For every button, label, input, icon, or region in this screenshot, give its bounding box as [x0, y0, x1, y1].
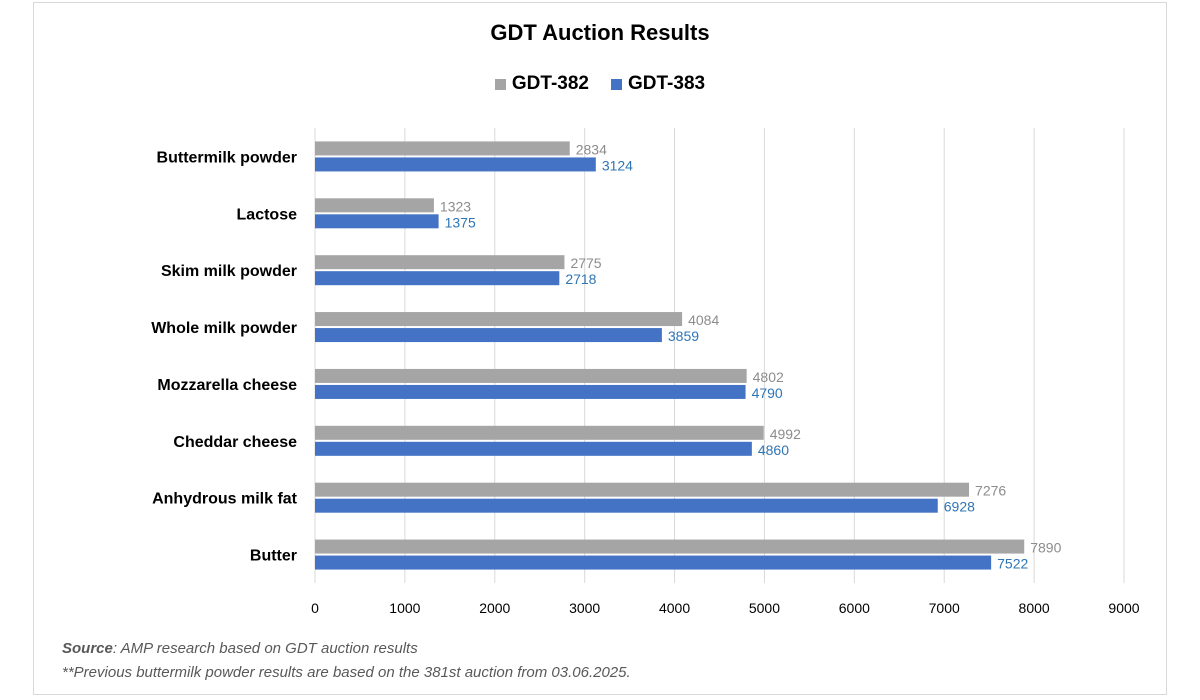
data-label-gdt-383-anhydrous-milk-fat: 6928 [944, 499, 975, 515]
bar-gdt-383-skim-milk-powder [315, 271, 560, 286]
data-label-gdt-383-cheddar-cheese: 4860 [758, 442, 789, 458]
category-label-buttermilk-powder: Buttermilk powder [157, 149, 297, 166]
source-label: Source [62, 640, 113, 657]
legend-label-gdt-382: GDT-382 [511, 73, 589, 94]
category-label-skim-milk-powder: Skim milk powder [161, 263, 297, 280]
previous-results-note: **Previous buttermilk powder results are… [62, 664, 631, 681]
bar-gdt-383-butter [315, 555, 992, 570]
bar-gdt-383-lactose [315, 214, 439, 229]
category-label-cheddar-cheese: Cheddar cheese [173, 434, 297, 451]
data-label-gdt-382-skim-milk-powder: 2775 [570, 255, 601, 271]
data-label-gdt-383-mozzarella-cheese: 4790 [752, 385, 783, 401]
x-tick-label-5: 5000 [749, 600, 780, 616]
data-label-gdt-383-skim-milk-powder: 2718 [565, 271, 596, 287]
x-tick-label-6: 6000 [839, 600, 870, 616]
data-label-gdt-382-butter: 7890 [1030, 540, 1061, 556]
x-tick-label-1: 1000 [389, 600, 420, 616]
chart-frame [33, 2, 1167, 695]
legend-swatch-gdt-383 [611, 78, 622, 90]
source-note: Source: AMP research based on GDT auctio… [62, 640, 418, 657]
data-label-gdt-382-lactose: 1323 [440, 198, 471, 214]
category-label-lactose: Lactose [237, 206, 298, 223]
x-tick-label-7: 7000 [929, 600, 960, 616]
bar-gdt-382-buttermilk-powder [315, 141, 570, 156]
chart-title: GDT Auction Results [490, 20, 710, 45]
bar-gdt-382-whole-milk-powder [315, 312, 683, 327]
x-tick-label-2: 2000 [479, 600, 510, 616]
legend-item-gdt-383: GDT-383 [611, 73, 705, 95]
chart-legend: GDT-382 GDT-383 [0, 73, 1200, 95]
x-tick-label-9: 9000 [1108, 600, 1139, 616]
data-label-gdt-383-lactose: 1375 [445, 214, 476, 230]
x-tick-label-3: 3000 [569, 600, 600, 616]
category-label-anhydrous-milk-fat: Anhydrous milk fat [152, 491, 298, 508]
source-text: : AMP research based on GDT auction resu… [112, 640, 418, 657]
bar-gdt-382-mozzarella-cheese [315, 368, 747, 383]
data-label-gdt-382-cheddar-cheese: 4992 [770, 426, 801, 442]
data-label-gdt-383-buttermilk-powder: 3124 [602, 157, 633, 173]
x-tick-label-4: 4000 [659, 600, 690, 616]
legend-swatch-gdt-382 [494, 78, 506, 90]
bar-gdt-382-skim-milk-powder [315, 255, 565, 270]
bar-gdt-382-butter [315, 539, 1025, 554]
bar-gdt-383-mozzarella-cheese [315, 384, 746, 399]
data-label-gdt-382-buttermilk-powder: 2834 [576, 141, 607, 157]
data-label-gdt-382-whole-milk-powder: 4084 [688, 312, 719, 328]
bar-gdt-383-buttermilk-powder [315, 157, 596, 172]
category-label-butter: Butter [250, 548, 297, 565]
x-tick-label-0: 0 [311, 600, 319, 616]
legend-label-gdt-383: GDT-383 [628, 73, 706, 94]
category-label-whole-milk-powder: Whole milk powder [151, 320, 297, 337]
data-label-gdt-383-whole-milk-powder: 3859 [668, 328, 699, 344]
x-tick-label-8: 8000 [1019, 600, 1050, 616]
data-label-gdt-382-mozzarella-cheese: 4802 [753, 369, 784, 385]
bar-gdt-383-whole-milk-powder [315, 328, 662, 343]
bar-gdt-382-lactose [315, 198, 434, 213]
bar-gdt-383-cheddar-cheese [315, 441, 752, 456]
legend-item-gdt-382: GDT-382 [494, 73, 589, 95]
bar-gdt-382-cheddar-cheese [315, 425, 764, 440]
bar-gdt-383-anhydrous-milk-fat [315, 498, 938, 513]
category-label-mozzarella-cheese: Mozzarella cheese [157, 377, 297, 394]
data-label-gdt-382-anhydrous-milk-fat: 7276 [975, 483, 1006, 499]
data-label-gdt-383-butter: 7522 [997, 556, 1028, 572]
bar-gdt-382-anhydrous-milk-fat [315, 482, 970, 497]
